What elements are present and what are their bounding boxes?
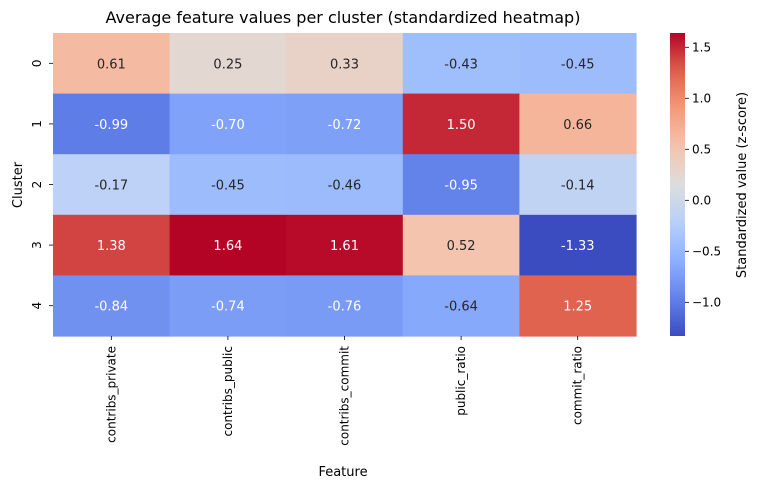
heatmap-cell [53,33,171,95]
y-tick-label: 4 [30,302,44,310]
cell-value-label: -0.43 [444,57,478,72]
heatmap-cell [286,33,404,95]
colorbar-label: Standardized value (z-score) [735,92,750,278]
cell-value-label: -0.95 [444,179,478,194]
colorbar-tick-label: 1.5 [692,40,711,54]
x-tick-label: public_ratio [454,346,468,416]
heatmap-cell [53,214,171,276]
heatmap-cell [519,93,637,155]
heatmap-cell [519,154,637,216]
colorbar-tick-label: 0.5 [692,142,711,156]
heatmap-cell [169,214,287,276]
cell-value-label: 1.64 [213,239,242,254]
cell-value-label: 0.66 [563,118,592,133]
y-tick-label: 3 [30,241,44,249]
heatmap-cells: 0.61 0.25 0.33 -0.43 -0.45 -0.99 -0.70 -0.72 1.5… [53,33,637,337]
colorbar [670,33,685,336]
heatmap-cell [169,275,287,337]
x-tick-label: contribs_public [221,346,235,437]
cell-value-label: 1.38 [97,239,126,254]
x-tick-labels: contribs_private contribs_public contribs_… [104,336,585,446]
heatmap-cell [286,275,404,337]
chart-title: Average feature values per cluster (stan… [106,8,581,27]
cell-value-label: 0.52 [447,239,476,254]
cell-value-label: 0.25 [213,57,242,72]
heatmap-cell [53,154,171,216]
colorbar-ticks: 1.5 1.0 0.5 0.0 −0.5 −1.0 [685,40,721,309]
cell-value-label: 1.25 [563,300,592,315]
heatmap-cell [286,154,404,216]
cell-value-label: -0.70 [211,118,245,133]
heatmap-cell [402,33,520,95]
cell-value-label: -0.74 [211,300,245,315]
cell-value-label: -0.46 [328,179,362,194]
heatmap-cell [286,93,404,155]
colorbar-tick-label: 1.0 [692,91,711,105]
heatmap-cell [519,214,637,276]
cell-value-label: -0.17 [94,179,128,194]
cell-value-label: -0.45 [211,179,245,194]
heatmap-cell [519,33,637,95]
cell-value-label: 0.61 [97,57,126,72]
colorbar-tick-label: −0.5 [692,244,721,258]
cell-value-label: -0.84 [94,300,128,315]
cell-value-label: -1.33 [561,239,595,254]
colorbar-tick-label: 0.0 [692,193,711,207]
heatmap-cell [53,93,171,155]
heatmap-cell [519,275,637,337]
cell-value-label: 1.50 [447,118,476,133]
x-axis-label: Feature [318,465,367,480]
colorbar-tick-label: −1.0 [692,295,721,309]
heatmap-cell [402,154,520,216]
cell-value-label: -0.64 [444,300,478,315]
heatmap-cell [402,93,520,155]
y-tick-labels: 0 1 2 3 4 [30,59,53,310]
cell-value-label: -0.99 [94,118,128,133]
cell-value-label: 0.33 [330,57,359,72]
cell-value-label: -0.76 [328,300,362,315]
cell-value-label: 1.61 [330,239,359,254]
heatmap-cell [402,275,520,337]
heatmap-cell [402,214,520,276]
cell-value-label: -0.72 [328,118,362,133]
cell-value-label: -0.45 [561,57,595,72]
heatmap-cell [169,93,287,155]
y-tick-label: 1 [30,120,44,128]
y-tick-label: 0 [30,59,44,67]
x-tick-label: commit_ratio [571,346,585,425]
cell-value-label: -0.14 [561,179,595,194]
heatmap-cell [286,214,404,276]
heatmap-cell [53,275,171,337]
y-tick-label: 2 [30,181,44,189]
heatmap-cell [169,154,287,216]
x-tick-label: contribs_commit [338,346,352,446]
x-tick-label: contribs_private [104,346,118,443]
y-axis-label: Cluster [11,161,26,208]
heatmap-cell [169,33,287,95]
